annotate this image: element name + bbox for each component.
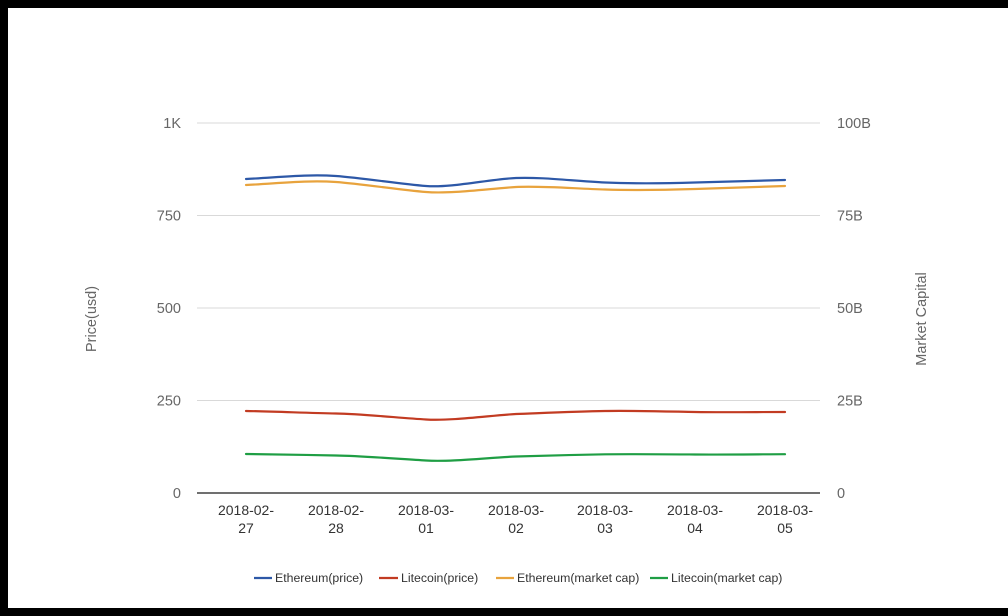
svg-text:Price(usd): Price(usd) [84,286,100,352]
svg-text:01: 01 [418,520,434,536]
svg-text:02: 02 [508,520,524,536]
svg-text:75B: 75B [837,209,863,225]
svg-text:Litecoin(market cap): Litecoin(market cap) [671,571,782,585]
svg-text:2018-02-: 2018-02- [218,502,274,518]
svg-text:2018-03-: 2018-03- [757,502,813,518]
svg-text:2018-03-: 2018-03- [398,502,454,518]
svg-text:25B: 25B [837,394,863,410]
svg-text:04: 04 [687,520,703,536]
svg-text:Ethereum(price): Ethereum(price) [275,571,363,585]
svg-text:Market Capital: Market Capital [914,272,930,365]
svg-text:Ethereum(market cap): Ethereum(market cap) [517,571,639,585]
svg-text:500: 500 [157,301,181,317]
svg-text:2018-03-: 2018-03- [488,502,544,518]
svg-text:Litecoin(price): Litecoin(price) [401,571,478,585]
svg-text:03: 03 [597,520,613,536]
svg-text:2018-03-: 2018-03- [577,502,633,518]
svg-text:05: 05 [777,520,793,536]
svg-text:1K: 1K [163,116,181,132]
svg-text:250: 250 [157,394,181,410]
svg-text:28: 28 [328,520,344,536]
svg-text:2018-03-: 2018-03- [667,502,723,518]
svg-text:0: 0 [837,486,845,502]
svg-text:100B: 100B [837,116,871,132]
svg-text:750: 750 [157,209,181,225]
svg-text:27: 27 [238,520,254,536]
svg-text:0: 0 [173,486,181,502]
svg-text:2018-02-: 2018-02- [308,502,364,518]
svg-text:50B: 50B [837,301,863,317]
